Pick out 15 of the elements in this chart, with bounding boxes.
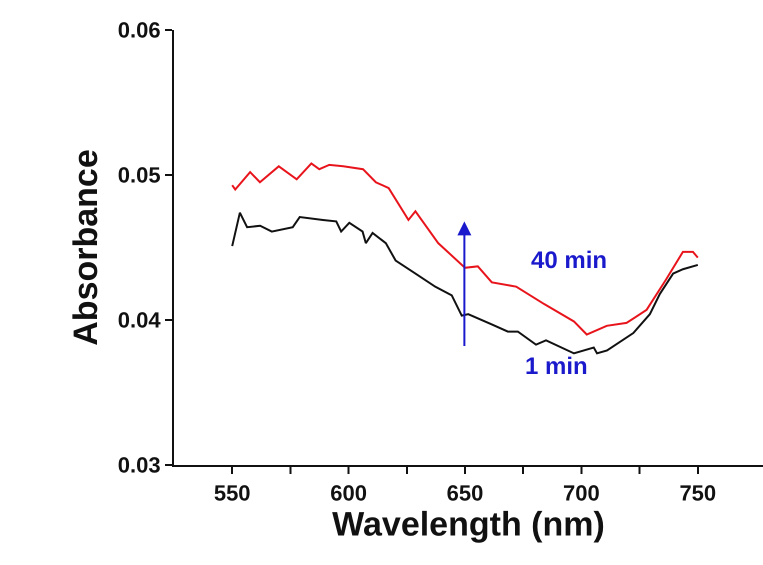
x-tick-label: 650 [446,480,484,506]
annotation: 40 min [531,247,608,274]
y-axis-title: Absorbance [66,149,105,346]
y-tick-label: 0.04 [118,308,162,333]
line-series [231,212,699,354]
x-tick-label: 750 [679,480,716,506]
x-tick-label: 700 [563,480,600,506]
annotation: 1 min [525,353,588,380]
x-tick-label: 600 [330,480,367,506]
x-tick-label: 550 [214,480,251,506]
y-tick-label: 0.05 [118,162,161,188]
line-series [231,162,699,336]
x-axis-title: Wavelength (nm) [332,505,605,544]
y-tick-label: 0.03 [118,452,161,478]
y-tick-label: 0.06 [118,18,161,43]
